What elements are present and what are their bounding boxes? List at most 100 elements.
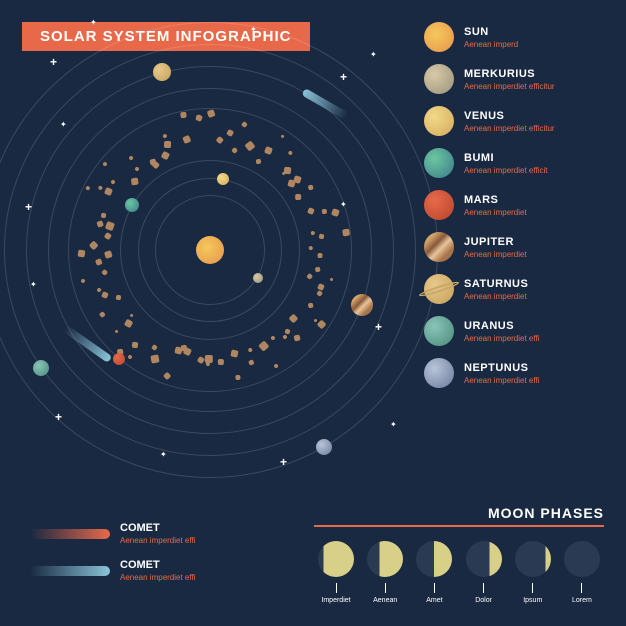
plus-icon: + (375, 320, 382, 334)
planet-icon (424, 232, 454, 262)
star-icon: ✦ (390, 420, 397, 429)
asteroid (218, 359, 224, 365)
legend-subtitle: Aenean imperdiet (464, 250, 604, 259)
planet-icon (424, 64, 454, 94)
legend-subtitle: Aenean imperdiet (464, 292, 604, 301)
comet-item: COMET Aenean imperdiet effi (30, 522, 290, 545)
legend-name: MARS (464, 194, 604, 206)
plus-icon: + (280, 455, 287, 469)
moon-label: Aenean (363, 597, 407, 604)
tick-line (336, 583, 337, 593)
legend-item: URANUS Aenean imperdiet effi (424, 316, 604, 346)
planet-icon (424, 190, 454, 220)
planet-icon (424, 274, 454, 304)
legend-item: VENUS Aenean imperdiet efficitur (424, 106, 604, 136)
tick-line (385, 583, 386, 593)
planet-icon (424, 106, 454, 136)
legend-subtitle: Aenean imperdiet effi (464, 334, 604, 343)
moon-label: Amet (412, 597, 456, 604)
comet-subtitle: Aenean imperdiet effi (120, 573, 195, 582)
plus-icon: + (50, 55, 57, 69)
moon-icon (564, 541, 600, 577)
asteroid (132, 341, 139, 348)
legend-item: MARS Aenean imperdiet (424, 190, 604, 220)
asteroid (130, 177, 138, 185)
legend-item: SATURNUS Aenean imperdiet (424, 274, 604, 304)
star-icon: ✦ (250, 25, 257, 34)
star-icon: ✦ (60, 120, 67, 129)
plus-icon: + (55, 410, 62, 424)
asteroid (318, 253, 323, 258)
moon-icon (367, 541, 403, 577)
moon-phase-item: Amet (412, 541, 456, 604)
planet-legend: SUN Aenean imperd MERKURIUS Aenean imperdie… (424, 22, 604, 400)
moon-phase-item: Aenean (363, 541, 407, 604)
legend-subtitle: Aenean imperdiet effi (464, 376, 604, 385)
legend-item: JUPITERAenean imperdiet (424, 232, 604, 262)
planet-icon (424, 22, 454, 52)
orbit-planet-1 (217, 173, 229, 185)
moon-phase-item: Ipsum (511, 541, 555, 604)
legend-name: BUMI (464, 152, 604, 164)
moon-label: Imperdiet (314, 597, 358, 604)
orbit-planet-2 (125, 198, 139, 212)
moon-icon (515, 541, 551, 577)
legend-name: VENUS (464, 110, 604, 122)
comet-legend: COMET Aenean imperdiet effi COMET Aenean im… (30, 522, 290, 596)
asteroid (256, 158, 262, 164)
moon-phases-row: Imperdiet Aenean Amet Dolor Ipsum Lorem (314, 541, 604, 604)
moon-icon (466, 541, 502, 577)
asteroid (77, 250, 85, 258)
legend-name: URANUS (464, 320, 604, 332)
orbit-planet-3 (113, 353, 125, 365)
moon-label: Lorem (560, 597, 604, 604)
legend-item: SUN Aenean imperd (424, 22, 604, 52)
legend-name: MERKURIUS (464, 68, 604, 80)
moon-icon (318, 541, 354, 577)
legend-name: NEPTUNUS (464, 362, 604, 374)
asteroid (343, 228, 350, 235)
legend-item: MERKURIUS Aenean imperdiet efficitur (424, 64, 604, 94)
comet-name: COMET (120, 522, 195, 534)
legend-subtitle: Aenean imperdiet efficitur (464, 124, 604, 133)
moon-phase-item: Lorem (560, 541, 604, 604)
asteroid (230, 350, 238, 358)
asteroid (235, 375, 241, 381)
asteroid (314, 319, 318, 323)
tick-line (483, 583, 484, 593)
moon-icon (416, 541, 452, 577)
star-icon: ✦ (370, 50, 377, 59)
planet-icon (424, 148, 454, 178)
moon-label: Dolor (462, 597, 506, 604)
comet-name: COMET (120, 559, 195, 571)
planet-icon (424, 316, 454, 346)
legend-item: NEPTUNUS Aenean imperdiet effi (424, 358, 604, 388)
legend-subtitle: Aenean imperd (464, 40, 604, 49)
comet-icon (30, 566, 110, 576)
asteroid (322, 209, 327, 214)
plus-icon: + (340, 70, 347, 84)
legend-subtitle: Aenean imperdiet efficitur (464, 82, 604, 91)
moon-label: Ipsum (511, 597, 555, 604)
star-icon: ✦ (30, 280, 37, 289)
tick-line (581, 583, 582, 593)
planet-icon (424, 358, 454, 388)
legend-subtitle: Aenean imperdiet efficit (464, 166, 604, 175)
legend-name: SUN (464, 26, 604, 38)
star-icon: ✦ (340, 200, 347, 209)
plus-icon: + (25, 200, 32, 214)
asteroid (115, 294, 120, 299)
moon-phase-item: Dolor (462, 541, 506, 604)
sun-icon (196, 236, 224, 264)
comet-subtitle: Aenean imperdiet effi (120, 536, 195, 545)
orbit-planet-7 (316, 439, 332, 455)
star-icon: ✦ (160, 450, 167, 459)
legend-name: SATURNUS (464, 278, 604, 290)
asteroid (151, 354, 160, 363)
asteroid (164, 141, 172, 149)
tick-line (532, 583, 533, 593)
legend-subtitle: Aenean imperdiet (464, 208, 604, 217)
moon-phases-section: MOON PHASES ImperdietAeneanAmetDolorIpsu… (314, 505, 604, 604)
star-icon: ✦ (90, 18, 97, 27)
tick-line (434, 583, 435, 593)
